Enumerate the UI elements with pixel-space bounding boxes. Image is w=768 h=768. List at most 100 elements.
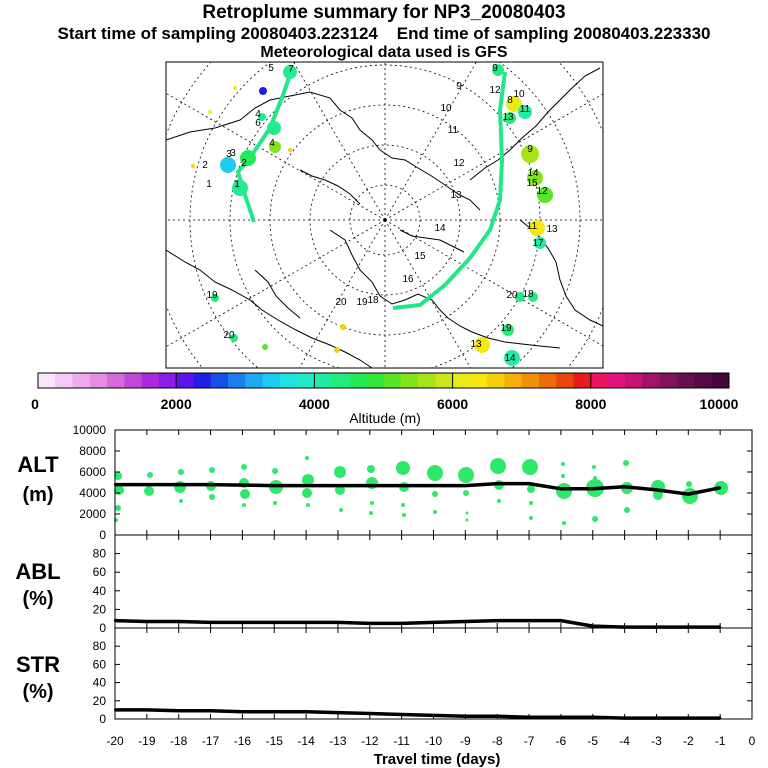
alt-cluster-scatter [114, 456, 728, 525]
map-graticule [166, 62, 603, 368]
y-tick-label: 6000 [79, 465, 106, 479]
day-label: 2 [202, 160, 208, 171]
day-label: 15 [414, 251, 426, 262]
alt-data-point [273, 484, 276, 487]
day-label: 11 [527, 221, 538, 232]
day-label: 8 [507, 95, 513, 106]
colorbar-cell [418, 373, 436, 388]
colorbar-cell [590, 373, 609, 388]
x-tick-label: -8 [492, 734, 503, 748]
cluster-circle [527, 170, 543, 186]
colorbar-tick-label: 2000 [161, 396, 192, 412]
colorbar-cell [383, 373, 402, 388]
colorbar-cell [625, 373, 644, 388]
colorbar-cell [435, 373, 454, 388]
alt-data-point [241, 483, 244, 487]
abl-data-point [273, 621, 276, 624]
y-tick-label: 20 [93, 694, 107, 708]
sampling-time-range: Start time of sampling 20080403.223124 E… [0, 24, 768, 44]
coastlines [166, 67, 603, 368]
str-data-point [559, 716, 563, 719]
x-tick-label: -5 [587, 734, 598, 748]
str-data-point [241, 710, 244, 713]
abl-ylabel: ABL [15, 559, 60, 584]
abl-data-point [177, 620, 180, 623]
cluster-circle [492, 64, 504, 76]
day-label: 7 [288, 64, 294, 75]
abl-data-point [400, 622, 403, 625]
cluster-circle [521, 145, 539, 163]
cluster-circle [502, 324, 514, 336]
day-label: 19 [500, 323, 512, 334]
day-label: 3 [230, 148, 236, 159]
colorbar-cell [262, 373, 281, 388]
cluster-circle [240, 150, 256, 166]
cluster-circle [211, 294, 219, 302]
x-tick-label: -19 [138, 734, 156, 748]
alt-series-line [115, 481, 721, 496]
x-tick-label: -4 [619, 734, 630, 748]
day-label: 12 [453, 158, 465, 169]
alt-data-point [336, 484, 340, 487]
y-tick-label: 20 [93, 602, 107, 616]
day-label: 9 [492, 63, 498, 74]
colorbar-cell [228, 373, 246, 388]
day-label: 4 [269, 138, 275, 149]
colorbar-cell [89, 373, 108, 388]
abl-data-point [591, 624, 594, 628]
colorbar-cell [711, 373, 730, 388]
day-label: 19 [356, 297, 368, 308]
alt-data-point [400, 484, 403, 487]
colorbar-title: Altitude (m) [349, 410, 421, 426]
str-data-point [113, 708, 117, 712]
alt-yunit: (m) [22, 484, 53, 506]
colorbar-cell [487, 373, 505, 388]
colorbar-cell [573, 373, 592, 388]
str-data-point [273, 710, 276, 713]
cluster-circle [259, 87, 267, 95]
day-label: 17 [532, 238, 544, 249]
colorbar-cell [297, 373, 315, 388]
colorbar-tick-label: 4000 [299, 396, 330, 412]
retroplume-map: 1122334456789991010111111121212131313131… [165, 61, 604, 369]
colorbar-cell [642, 373, 661, 388]
x-tick-label: -13 [329, 734, 347, 748]
str-panel-frame [114, 627, 753, 720]
day-label: 9 [527, 144, 533, 155]
alt-data-point [145, 483, 148, 486]
colorbar-cell [608, 373, 626, 388]
abl-data-point [336, 621, 340, 624]
cluster-circle [537, 187, 553, 203]
str-data-point [718, 716, 722, 720]
day-label: 6 [255, 118, 261, 129]
abl-panel: 0 20 40 60 80 ABL (%) [15, 534, 753, 635]
abl-data-point [559, 619, 563, 622]
cluster-circle [258, 113, 266, 121]
x-tick-label: -1 [715, 734, 726, 748]
abl-data-point [464, 620, 467, 623]
str-data-point [336, 711, 340, 714]
map-day-labels: 1122334456789991010111111121212131313131… [202, 63, 558, 364]
y-tick-label: 80 [93, 547, 107, 561]
abl-yunit: (%) [22, 588, 53, 610]
x-tick-label: -15 [266, 734, 284, 748]
alt-data-point [209, 483, 212, 486]
str-data-point [623, 716, 626, 720]
str-data-point [432, 714, 435, 717]
x-tick-label: -14 [297, 734, 315, 748]
str-data-point [687, 716, 690, 720]
x-tick-label: -12 [361, 734, 379, 748]
cluster-circle [528, 292, 538, 302]
colorbar-cell [55, 373, 74, 388]
day-label: 13 [546, 224, 558, 235]
y-tick-label: 60 [93, 565, 107, 579]
colorbar-frame [37, 372, 730, 389]
day-label: 1 [206, 179, 212, 190]
colorbar-cell [38, 373, 56, 388]
day-label: 4 [255, 109, 261, 120]
str-data-point [368, 712, 371, 715]
cluster-circle [283, 65, 297, 79]
abl-series-line [114, 618, 721, 629]
alt-data-point [368, 484, 371, 487]
